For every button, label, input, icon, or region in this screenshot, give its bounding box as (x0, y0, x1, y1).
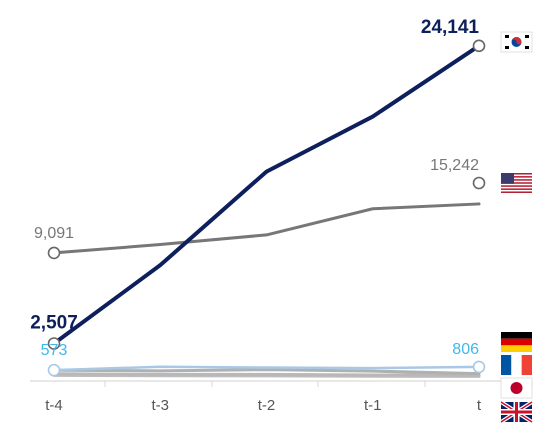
endpoint-marker (474, 178, 485, 189)
series-line-south-korea (54, 46, 479, 344)
x-tick-label: t (477, 397, 482, 414)
south-korea-flag-icon (501, 32, 532, 52)
start-value-label: 573 (41, 342, 68, 359)
x-tick-label: t-3 (151, 397, 169, 414)
france-flag-icon (501, 355, 532, 375)
endpoint-marker (49, 365, 60, 376)
japan-flag-icon (501, 378, 532, 398)
end-value-label: 806 (452, 341, 479, 358)
series-line-usa (54, 204, 479, 253)
end-value-label: 15,242 (430, 157, 479, 174)
endpoint-marker (474, 361, 485, 372)
usa-flag-icon (501, 173, 532, 193)
x-tick-label: t-2 (258, 397, 276, 414)
end-value-label: 24,141 (421, 17, 480, 38)
x-tick-label: t-1 (364, 397, 382, 414)
x-tick-label: t-4 (45, 397, 63, 414)
endpoint-marker (49, 247, 60, 258)
endpoint-marker (474, 40, 485, 51)
start-value-label: 9,091 (34, 225, 74, 242)
uk-flag-icon (501, 402, 532, 422)
germany-flag-icon (501, 332, 532, 352)
start-value-label: 2,507 (30, 313, 78, 334)
